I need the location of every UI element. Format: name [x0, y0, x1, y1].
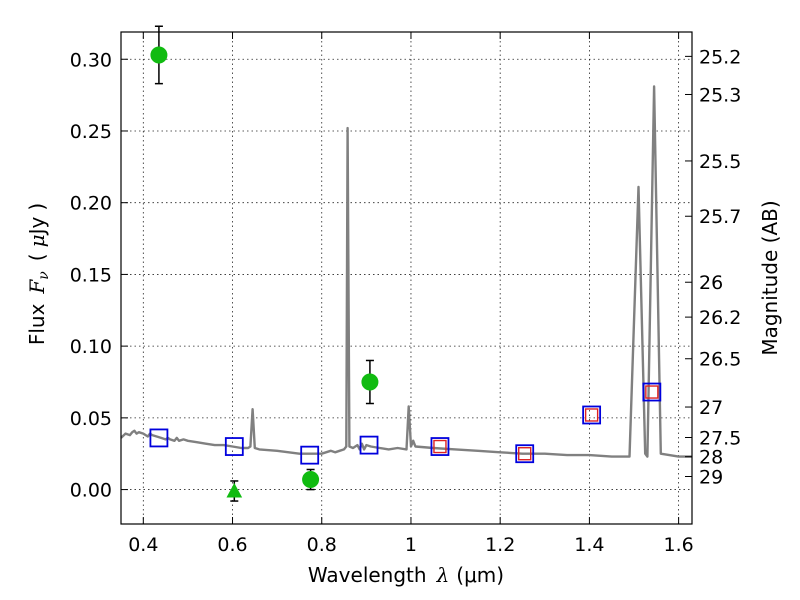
model-flux-square-inner: [645, 385, 659, 399]
x-tick-label: 0.8: [307, 534, 337, 556]
y2-tick-label: 29: [699, 466, 723, 488]
y-tick-label: 0.10: [70, 336, 112, 358]
y2-tick-label: 26.2: [699, 307, 741, 329]
model-flux-square-inner: [518, 447, 532, 461]
spectrum-line: [120, 85, 692, 458]
photometry-markers: [149, 25, 662, 502]
y-tick-label: 0.00: [70, 480, 112, 502]
model-flux-square: [642, 382, 662, 402]
y2-tick-label: 25.7: [699, 206, 741, 228]
y2-axis-title: Magnitude (AB): [758, 200, 782, 355]
x-tick-label: 1.4: [574, 534, 604, 556]
x-axis-label-unit: (μm): [456, 563, 504, 587]
model-flux-square: [515, 444, 535, 464]
y2-tick-label: 27: [699, 397, 723, 419]
observed-flux-point: [361, 373, 379, 391]
model-flux-square: [430, 437, 450, 456]
y-axis-label-close: ): [25, 203, 49, 211]
observed-flux-point: [302, 471, 320, 489]
y-axis-label-unit: Jy: [25, 216, 49, 236]
x-tick-label: 1: [405, 534, 417, 556]
y-tick-label: 0.30: [70, 49, 112, 71]
y-axis-label-symbol: F: [25, 279, 49, 295]
upper-limit-point: [226, 482, 243, 498]
x-axis-title: Wavelength λ (μm): [308, 563, 504, 587]
y-axis-title: Flux Fν ( μJy): [25, 203, 52, 345]
model-spectrum: [120, 85, 692, 458]
y-axis-label-prefix: Flux: [25, 303, 49, 345]
model-flux-square: [149, 428, 169, 448]
x-axis-label-prefix: Wavelength: [308, 563, 427, 587]
y2-tick-label: 28: [699, 447, 723, 469]
x-tick-label: 0.6: [217, 534, 247, 556]
x-tick-label: 1.6: [664, 534, 694, 556]
y-tick-label: 0.20: [70, 193, 112, 215]
model-flux-square: [224, 437, 244, 456]
model-flux-square: [359, 435, 379, 455]
y-tick-label: 0.15: [70, 264, 112, 286]
observed-flux-point: [150, 46, 168, 64]
y2-tick-label: 26: [699, 272, 723, 294]
y-axis-label-mu: μ: [25, 234, 49, 247]
y-tick-label: 0.25: [70, 121, 112, 143]
grid-lines: [121, 32, 692, 524]
model-flux-square: [300, 445, 320, 465]
y2-tick-label: 25.2: [699, 46, 741, 68]
y2-tick-label: 27.5: [699, 427, 741, 449]
plot-frame: [120, 31, 693, 525]
y2-tick-label: 25.5: [699, 151, 741, 173]
x-axis-label-symbol: λ: [436, 563, 450, 587]
y2-tick-label: 25.3: [699, 84, 741, 106]
model-flux-square-inner: [433, 439, 447, 454]
model-flux-square-inner: [584, 408, 599, 422]
axis-ticks: 0.4 0.6 0.8 1 1.2 1.4 1.6 0.00 0.05 0.10 0.15 0.20 0…: [70, 32, 741, 556]
x-tick-label: 0.4: [128, 534, 158, 556]
y-axis-label-subscript: ν: [36, 271, 52, 280]
y2-tick-label: 26.5: [699, 349, 741, 371]
y-tick-label: 0.05: [70, 408, 112, 430]
model-flux-square: [582, 405, 602, 425]
x-tick-label: 1.2: [485, 534, 515, 556]
y-axis-label-open: (: [25, 253, 49, 261]
